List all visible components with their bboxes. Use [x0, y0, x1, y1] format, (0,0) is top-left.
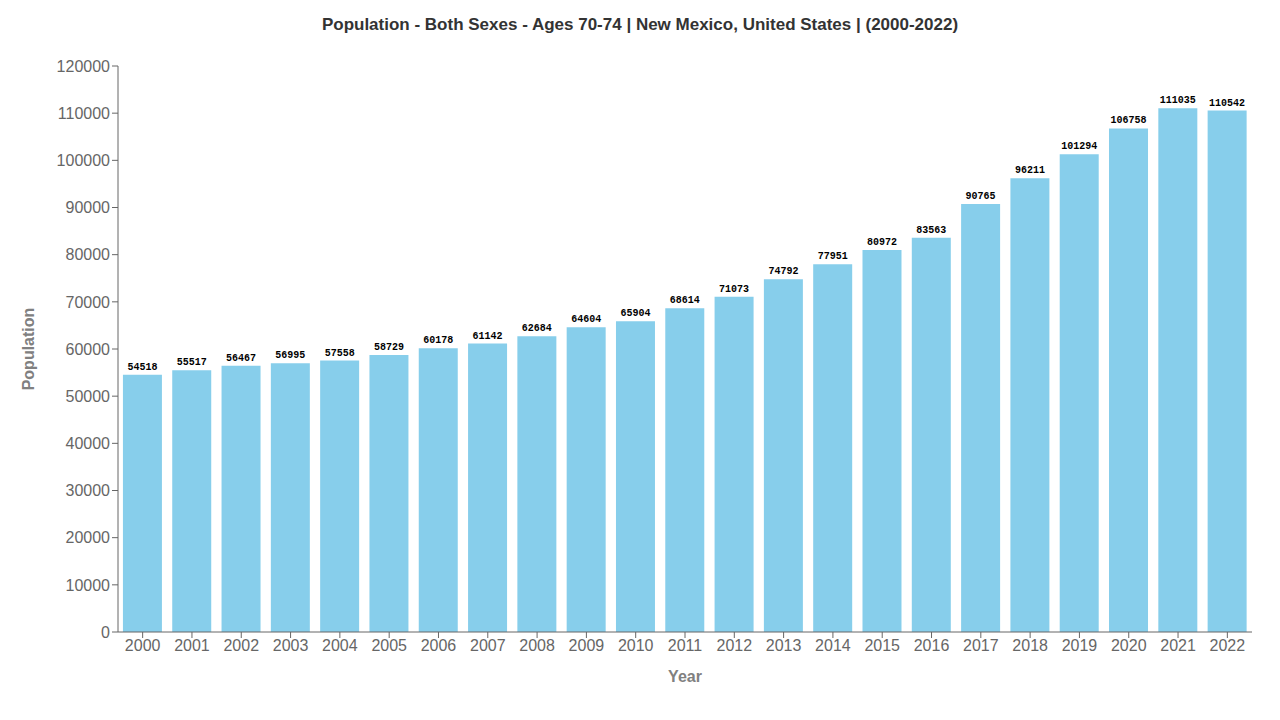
- svg-text:50000: 50000: [66, 388, 111, 405]
- svg-text:2016: 2016: [914, 637, 950, 654]
- svg-text:57558: 57558: [325, 348, 355, 359]
- svg-text:60000: 60000: [66, 341, 111, 358]
- svg-text:58729: 58729: [374, 342, 404, 353]
- svg-text:100000: 100000: [57, 152, 110, 169]
- svg-text:2019: 2019: [1062, 637, 1098, 654]
- svg-text:80000: 80000: [66, 246, 111, 263]
- svg-text:74792: 74792: [768, 266, 798, 277]
- svg-text:2004: 2004: [322, 637, 358, 654]
- svg-text:2021: 2021: [1160, 637, 1196, 654]
- svg-text:2003: 2003: [273, 637, 309, 654]
- svg-text:64604: 64604: [571, 314, 601, 325]
- svg-text:40000: 40000: [66, 435, 111, 452]
- svg-text:2013: 2013: [766, 637, 802, 654]
- svg-text:20000: 20000: [66, 529, 111, 546]
- svg-text:71073: 71073: [719, 284, 749, 295]
- svg-text:110000: 110000: [58, 105, 110, 122]
- svg-text:2010: 2010: [618, 637, 654, 654]
- svg-text:2017: 2017: [963, 637, 999, 654]
- svg-text:111035: 111035: [1160, 95, 1196, 106]
- svg-text:106758: 106758: [1111, 115, 1147, 126]
- svg-text:2018: 2018: [1012, 637, 1048, 654]
- svg-text:80972: 80972: [867, 237, 897, 248]
- svg-text:2022: 2022: [1210, 637, 1246, 654]
- svg-text:60178: 60178: [423, 335, 453, 346]
- svg-text:2002: 2002: [223, 637, 259, 654]
- svg-text:56467: 56467: [226, 353, 256, 364]
- svg-text:30000: 30000: [66, 482, 111, 499]
- svg-text:2001: 2001: [174, 637, 210, 654]
- svg-text:101294: 101294: [1061, 141, 1097, 152]
- svg-text:2014: 2014: [815, 637, 851, 654]
- svg-text:2012: 2012: [717, 637, 753, 654]
- svg-text:65904: 65904: [620, 308, 650, 319]
- svg-text:56995: 56995: [275, 350, 305, 361]
- svg-text:62684: 62684: [522, 323, 552, 334]
- svg-text:90765: 90765: [966, 191, 996, 202]
- svg-text:Year: Year: [668, 668, 702, 685]
- svg-text:2020: 2020: [1111, 637, 1147, 654]
- svg-text:70000: 70000: [66, 294, 111, 311]
- svg-text:96211: 96211: [1015, 165, 1045, 176]
- svg-text:Population: Population: [20, 308, 37, 391]
- svg-text:2008: 2008: [519, 637, 555, 654]
- svg-text:55517: 55517: [177, 357, 207, 368]
- svg-text:54518: 54518: [127, 362, 157, 373]
- svg-text:110542: 110542: [1209, 98, 1245, 109]
- svg-text:2000: 2000: [125, 637, 161, 654]
- svg-text:90000: 90000: [66, 199, 111, 216]
- svg-text:83563: 83563: [916, 225, 946, 236]
- svg-text:68614: 68614: [670, 295, 700, 306]
- svg-text:61142: 61142: [473, 331, 503, 342]
- svg-text:77951: 77951: [818, 251, 848, 262]
- svg-text:2015: 2015: [864, 637, 900, 654]
- svg-text:2006: 2006: [421, 637, 457, 654]
- svg-text:2007: 2007: [470, 637, 506, 654]
- svg-text:2009: 2009: [569, 637, 605, 654]
- svg-text:120000: 120000: [57, 58, 110, 75]
- svg-text:10000: 10000: [66, 577, 111, 594]
- html-text:Population - Both Sexes - Ages: Population - Both Sexes - Ages 70-74 | N…: [321, 15, 959, 34]
- svg-text:0: 0: [101, 624, 110, 641]
- svg-text:2011: 2011: [668, 637, 703, 654]
- svg-text:2005: 2005: [371, 637, 407, 654]
